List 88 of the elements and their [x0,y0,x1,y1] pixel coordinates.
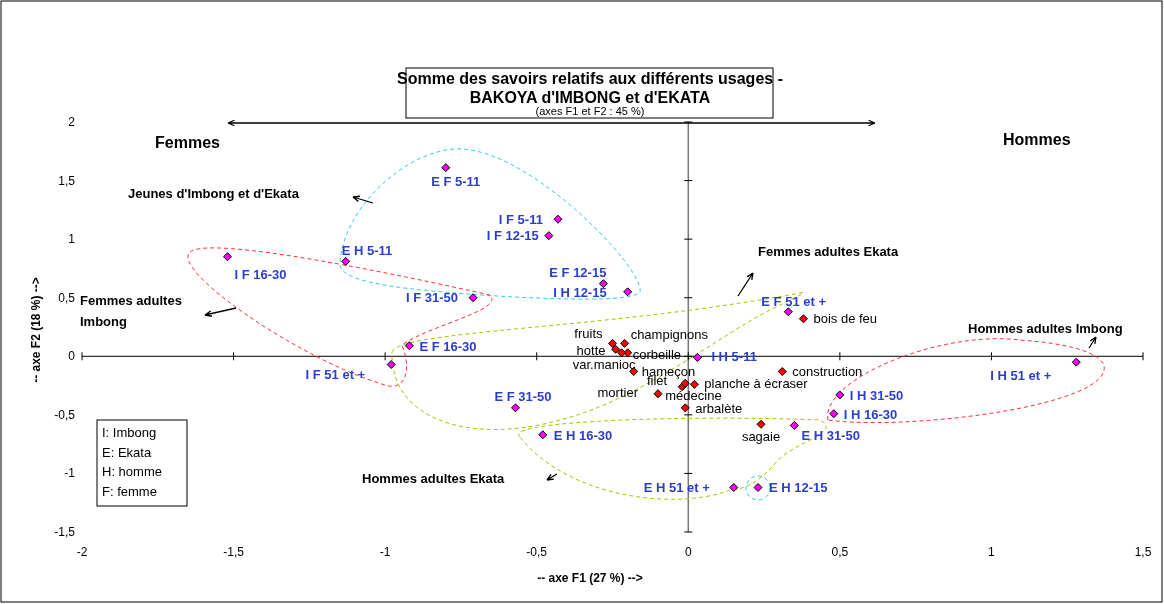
point [756,419,766,429]
x-tick-label: -0,5 [526,545,548,559]
data-label: E H 5-11 [341,243,393,259]
point [553,214,563,224]
annotation: H: homme [102,464,162,479]
y-tick-label: -1,5 [54,525,76,539]
point [789,420,799,430]
annotation: Hommes adultes Imbong [968,321,1123,336]
y-tick-label: 0,5 [58,290,76,305]
data-label: I F 5-11 [498,212,543,228]
y-axis-title: -- axe F2 (18 %) --> [29,277,43,383]
x-axis-title: -- axe F1 (27 %) --> [537,571,643,585]
data-label: I F 51 et + [305,367,366,383]
point [611,344,621,354]
point [798,314,808,324]
data-label: E F 31-50 [494,388,552,404]
y-tick-label: -0,5 [54,407,76,422]
point [386,359,396,369]
point [689,379,699,389]
annotation: E: Ekata [102,444,152,460]
point [777,367,787,377]
data-label: E F 16-30 [419,338,477,354]
y-tick-label: 2 [68,115,76,129]
data-label: construction [792,363,863,379]
data-label: I F 16-30 [234,266,287,282]
annotation: Jeunes d'Imbong et d'Ekata [128,186,300,201]
annotation: I: Imbong [102,425,157,440]
point [608,338,617,348]
point [617,348,627,358]
point [829,409,839,419]
data-label: planche à écraser [704,376,809,392]
point [680,378,690,388]
x-tick-label: 0 [684,545,692,559]
point [404,341,414,351]
point [510,403,520,413]
chart-subtitle: (axes F1 et F2 : 45 %) [535,105,645,117]
annotation: Femmes [155,134,221,151]
data-label: E F 5-11 [431,173,481,189]
x-tick-label: 1 [988,545,996,559]
data-label: mortier [597,384,639,400]
annotation: F: femme [102,483,157,499]
data-label: champignons [630,327,709,343]
point [623,287,633,297]
point [692,352,702,362]
x-tick-label: 0,5 [831,545,849,559]
point [729,482,739,492]
data-label: I F 31-50 [406,289,459,305]
point [223,252,233,262]
data-label: I F 12-15 [486,227,539,243]
data-label: E H 12-15 [769,480,828,496]
chart-title: Somme des savoirs relatifs aux différents usages - BAKOYA d'IMBONG et d'EKATA [397,70,783,106]
annotation: Hommes [1003,131,1071,148]
point [538,430,548,440]
annotation: Hommes adultes Ekata [362,471,506,486]
data-label: sagaie [741,429,781,445]
data-label: I H 31-50 [849,387,904,403]
data-label: I H 16-30 [843,406,898,422]
y-tick-label: 1 [68,232,76,247]
point [620,338,630,348]
y-tick-label: -1 [64,466,76,481]
point [441,163,451,173]
point [653,389,663,399]
point [544,231,554,241]
data-label: fruits [574,326,603,342]
y-tick-label: 0 [68,349,76,364]
point [1071,357,1081,367]
data-label: E F 12-15 [549,264,607,280]
x-tick-label: -2 [76,545,88,559]
data-label: E H 16-30 [553,427,613,443]
data-label: I H 12-15 [553,284,607,300]
x-tick-label: -1 [379,545,391,559]
point [341,256,351,266]
point [783,307,793,317]
data-label: E F 51 et + [761,293,827,309]
point [680,403,690,413]
data-label: I H 51 et + [990,368,1052,384]
annotation: Femmes adultes Ekata [758,244,899,259]
point [835,390,845,400]
data-label: E H 31-50 [801,428,860,444]
x-tick-label: 1,5 [1134,545,1152,559]
data-label: arbalète [695,400,743,416]
data-label: hotte [576,343,606,359]
y-tick-label: 1,5 [58,173,76,188]
annotation: Femmes adultes Imbong [80,293,182,329]
point [468,293,478,303]
data-label: bois de feu [813,310,878,326]
point [598,279,608,289]
x-tick-label: -1,5 [223,545,245,559]
